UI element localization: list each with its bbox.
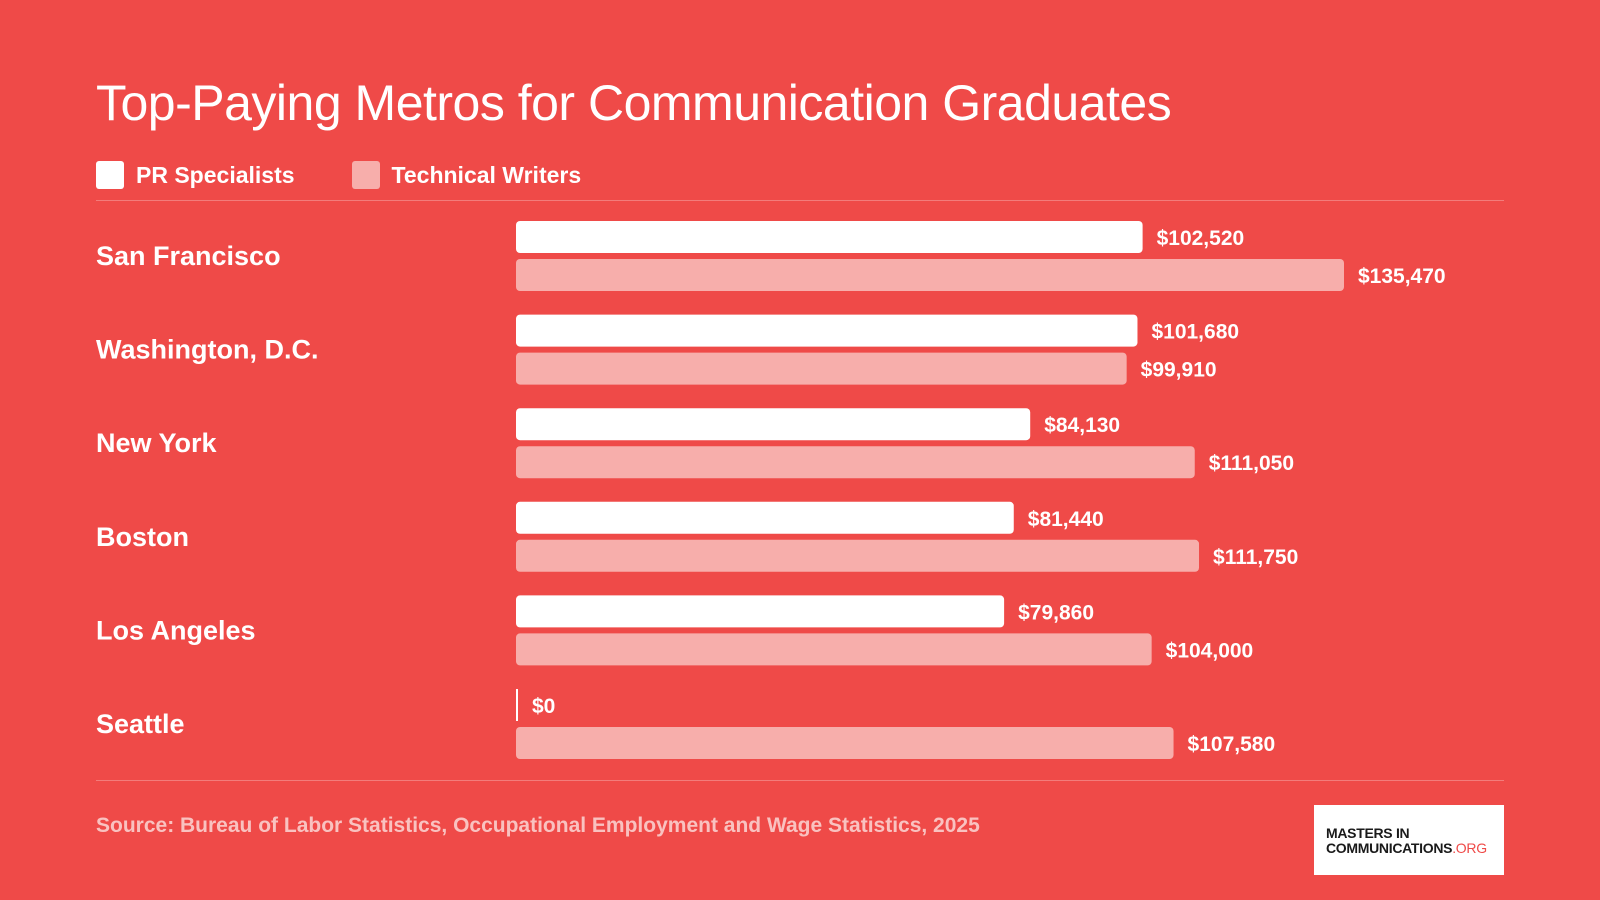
bar-technical-writers-los-angeles	[516, 633, 1152, 666]
category-label-washington-d-c: Washington, D.C.	[96, 335, 318, 365]
category-label-los-angeles: Los Angeles	[96, 615, 256, 645]
bar-technical-writers-boston	[516, 539, 1200, 572]
value-label-technical-writers-seattle: $107,580	[1188, 733, 1276, 756]
category-label-boston: Boston	[96, 522, 189, 552]
brand-logo: MASTERS IN COMMUNICATIONS.ORG	[1314, 805, 1504, 875]
bar-pr-specialists-san-francisco	[516, 221, 1143, 253]
value-label-pr-specialists-seattle: $0	[532, 695, 555, 718]
legend-label-pr-specialists: PR Specialists	[136, 161, 295, 188]
value-label-technical-writers-boston: $111,750	[1213, 546, 1298, 569]
legend-label-technical-writers: Technical Writers	[391, 161, 582, 188]
bar-pr-specialists-new-york	[516, 408, 1031, 441]
source-note: Source: Bureau of Labor Statistics, Occu…	[96, 814, 980, 837]
top-divider	[96, 200, 1504, 201]
category-label-seattle: Seattle	[96, 709, 185, 739]
value-label-pr-specialists-new-york: $84,130	[1044, 414, 1120, 437]
logo-line-1: MASTERS IN	[1326, 825, 1410, 841]
bar-technical-writers-washington-d-c	[516, 352, 1127, 385]
value-label-pr-specialists-los-angeles: $79,860	[1018, 601, 1094, 624]
legend-item-technical-writers: Technical Writers	[351, 161, 582, 189]
value-label-technical-writers-new-york: $111,050	[1209, 452, 1294, 475]
bar-technical-writers-seattle	[516, 727, 1174, 759]
bar-pr-specialists-washington-d-c	[516, 314, 1138, 347]
category-label-new-york: New York	[96, 428, 218, 458]
chart-title: Top-Paying Metros for Communication Grad…	[96, 75, 1172, 131]
bar-pr-specialists-seattle	[516, 689, 518, 721]
value-label-technical-writers-san-francisco: $135,470	[1358, 265, 1446, 288]
value-label-pr-specialists-san-francisco: $102,520	[1157, 227, 1245, 250]
value-label-technical-writers-washington-d-c: $99,910	[1141, 359, 1217, 382]
value-label-pr-specialists-boston: $81,440	[1028, 508, 1104, 531]
category-label-san-francisco: San Francisco	[96, 241, 281, 271]
logo-line-2: COMMUNICATIONS	[1326, 840, 1453, 856]
bar-pr-specialists-los-angeles	[516, 595, 1005, 628]
bar-technical-writers-san-francisco	[516, 259, 1344, 291]
legend: PR Specialists Technical Writers	[96, 160, 638, 190]
bar-pr-specialists-boston	[516, 501, 1014, 534]
value-label-technical-writers-los-angeles: $104,000	[1166, 639, 1254, 662]
logo-suffix: .ORG	[1452, 840, 1487, 856]
bottom-divider	[96, 780, 1504, 781]
value-label-pr-specialists-washington-d-c: $101,680	[1151, 321, 1239, 344]
legend-item-pr-specialists: PR Specialists	[96, 161, 295, 189]
legend-swatch-technical-writers	[351, 161, 380, 189]
bar-technical-writers-new-york	[516, 446, 1195, 479]
legend-swatch-pr-specialists	[96, 161, 124, 189]
